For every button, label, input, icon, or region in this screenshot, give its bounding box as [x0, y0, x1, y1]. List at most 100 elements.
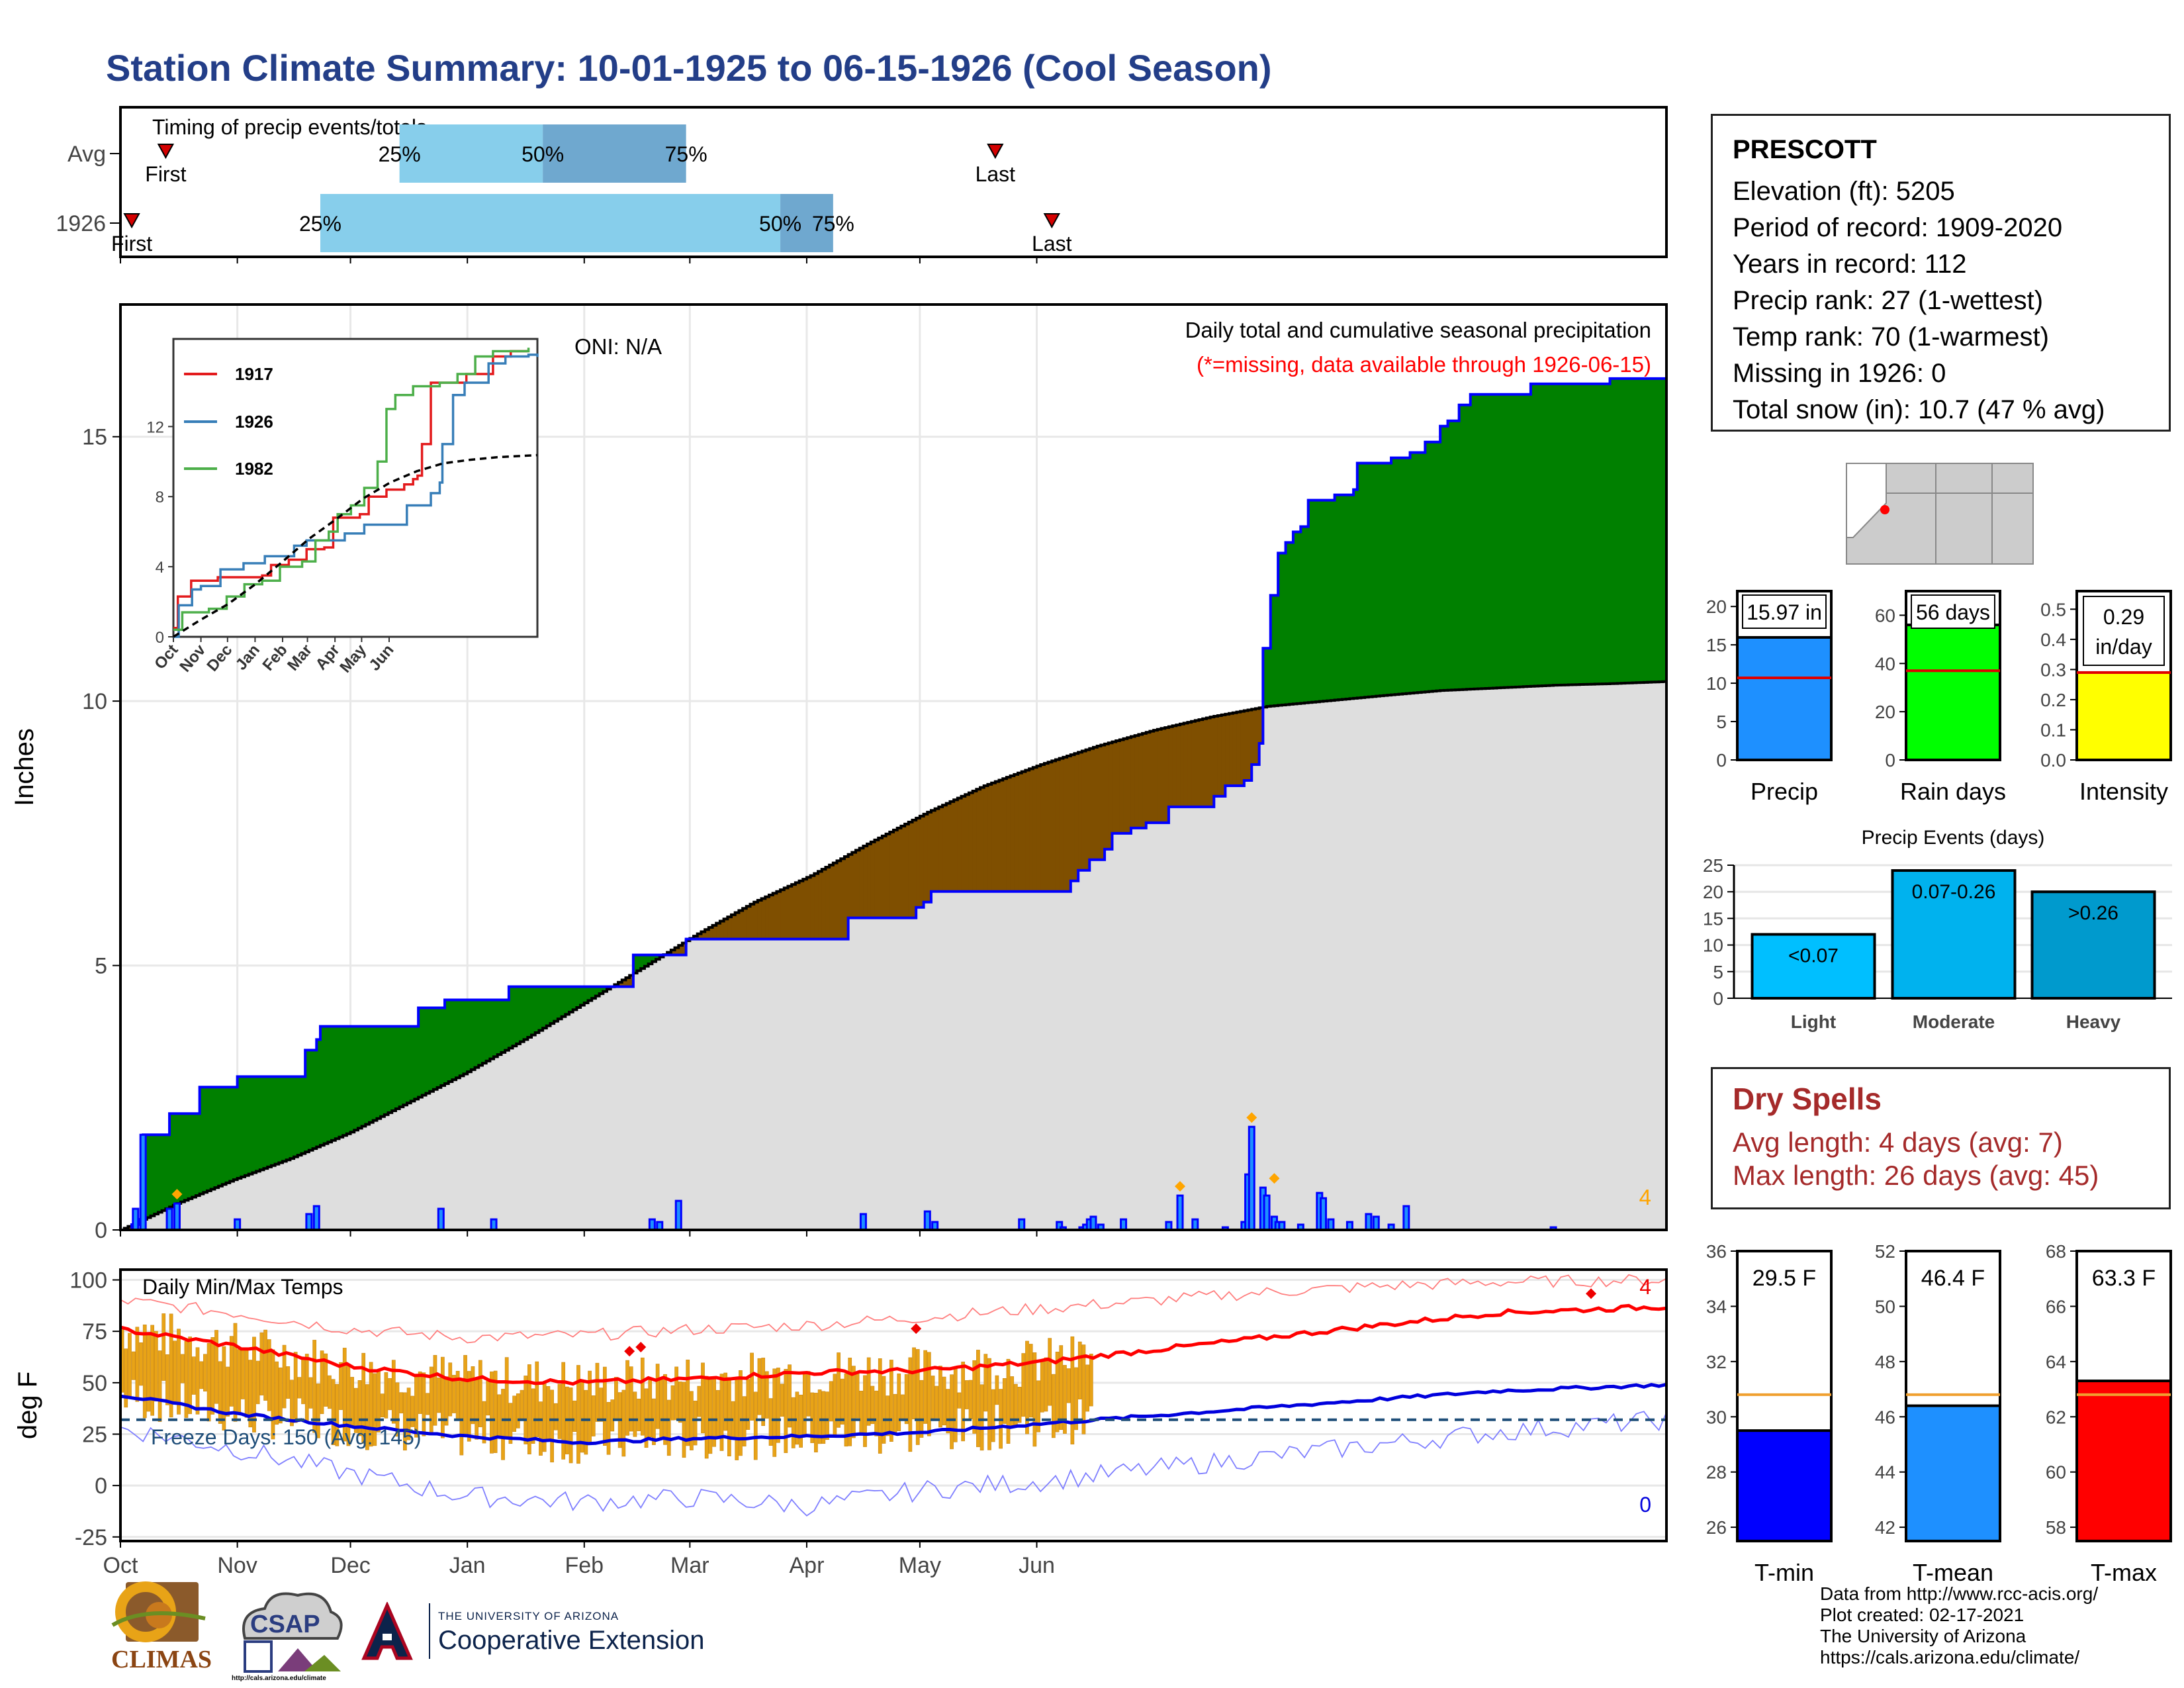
daily-temp-bar — [719, 1374, 724, 1451]
below-avg-fill — [735, 912, 739, 939]
below-avg-fill — [727, 917, 732, 939]
daily-temp-bar — [904, 1374, 909, 1425]
daily-temp-bar — [784, 1369, 788, 1453]
daily-temp-bar — [708, 1380, 713, 1454]
daily-temp-bar — [1074, 1367, 1078, 1430]
daily-temp-bar — [852, 1366, 856, 1438]
daily-temp-bar — [361, 1352, 366, 1444]
above-avg-fill — [512, 986, 517, 1047]
daily-temp-bar — [331, 1379, 336, 1445]
above-avg-fill — [557, 986, 563, 1019]
daily-precip-bar — [859, 1213, 867, 1231]
inset-frame — [172, 338, 539, 638]
temp-y-tick-label: 50 — [82, 1371, 107, 1396]
daily-temp-bar — [866, 1357, 871, 1426]
cum-y-tick-label: 0 — [95, 1218, 107, 1243]
daily-temp-bar — [161, 1313, 166, 1381]
daily-temp-bar — [180, 1354, 185, 1383]
daily-temp-bar — [252, 1336, 256, 1432]
above-avg-fill — [1591, 383, 1596, 684]
below-avg-fill — [1108, 743, 1113, 849]
daily-temp-bar — [1051, 1374, 1056, 1438]
daily-temp-bar — [482, 1401, 486, 1444]
summary-bar — [1905, 1404, 2001, 1543]
above-avg-fill — [1538, 383, 1543, 686]
daily-temp-bar — [780, 1383, 784, 1417]
above-avg-fill — [1632, 378, 1637, 683]
below-avg-fill — [844, 857, 849, 939]
temp-x-tick-label: Dec — [330, 1553, 370, 1578]
above-avg-fill — [350, 1026, 355, 1133]
above-avg-fill — [531, 986, 536, 1035]
daily-precip-bar — [1176, 1194, 1184, 1231]
daily-precip-bar — [1089, 1215, 1097, 1231]
daily-temp-bar — [686, 1359, 690, 1446]
ua-logo-big: Cooperative Extension — [438, 1626, 705, 1655]
ua-logo[interactable]: THE UNIVERSITY OF ARIZONA Cooperative Ex… — [357, 1601, 754, 1662]
below-avg-fill — [987, 784, 992, 892]
daily-temp-bar — [301, 1359, 305, 1405]
above-avg-fill — [520, 986, 525, 1042]
temp-x-tick-label: Jan — [449, 1553, 486, 1578]
daily-precip-bar — [923, 1210, 931, 1231]
timing-row-label: Avg — [68, 142, 106, 167]
below-avg-fill — [859, 848, 864, 918]
above-avg-fill — [1504, 394, 1509, 688]
daily-temp-bar — [625, 1360, 629, 1436]
daily-temp-bar — [1002, 1378, 1007, 1424]
daily-precip-bar — [165, 1207, 173, 1231]
daily-temp-bar — [527, 1364, 531, 1454]
below-avg-fill — [833, 863, 838, 939]
climas-logo[interactable]: CLIMAS — [106, 1579, 218, 1678]
above-avg-fill — [535, 986, 540, 1033]
below-avg-fill — [950, 801, 954, 892]
above-avg-fill — [165, 1135, 170, 1209]
above-avg-fill — [1640, 378, 1645, 683]
state-map — [1846, 463, 2034, 565]
above-avg-fill — [444, 1000, 449, 1084]
above-avg-fill — [550, 986, 555, 1024]
daily-temp-bar — [523, 1376, 528, 1444]
temp-y-tick-label: 25 — [82, 1422, 107, 1447]
below-avg-fill — [923, 814, 928, 902]
below-avg-fill — [919, 816, 925, 908]
above-avg-fill — [192, 1113, 197, 1197]
below-avg-fill — [1081, 751, 1087, 870]
above-avg-fill — [539, 986, 543, 1031]
record-max-line — [120, 1274, 1667, 1344]
above-avg-fill — [195, 1113, 201, 1196]
daily-temp-bar — [422, 1372, 426, 1436]
map-california — [1846, 463, 1887, 538]
daily-temp-bar — [659, 1378, 664, 1439]
summary-y-tick-label: 50 — [1875, 1296, 1895, 1317]
temp-title: Daily Min/Max Temps — [142, 1275, 343, 1299]
above-avg-fill — [218, 1087, 223, 1186]
below-avg-fill — [837, 861, 841, 939]
above-avg-fill — [543, 986, 547, 1029]
csap-logo[interactable]: CSAP http://cals.arizona.edu/climate — [232, 1585, 347, 1685]
above-avg-fill — [1451, 420, 1456, 690]
daily-temp-bar — [237, 1349, 242, 1415]
below-avg-fill — [761, 898, 766, 939]
above-avg-fill — [603, 986, 608, 992]
below-avg-fill — [1157, 729, 1162, 823]
above-avg-fill — [1455, 420, 1460, 690]
above-avg-fill — [294, 1076, 298, 1157]
below-avg-fill — [1055, 759, 1060, 892]
daily-temp-bar — [983, 1354, 988, 1412]
daily-temp-bar — [561, 1362, 566, 1460]
below-avg-fill — [1048, 762, 1052, 892]
page-title: Station Climate Summary: 10-01-1925 to 0… — [106, 47, 1272, 89]
summary-y-tick-label: 0.2 — [2040, 690, 2066, 710]
temp-x-tick-label: Oct — [103, 1553, 138, 1578]
below-avg-fill — [1146, 732, 1151, 823]
below-avg-fill — [128, 1226, 132, 1230]
cum-annotation-title: Daily total and cumulative seasonal prec… — [1185, 318, 1651, 342]
below-avg-fill — [1040, 765, 1045, 892]
timing-bar-25-50 — [399, 124, 543, 183]
above-avg-fill — [335, 1026, 340, 1139]
above-avg-fill — [392, 1026, 396, 1111]
above-avg-fill — [478, 1000, 483, 1066]
above-avg-fill — [1357, 463, 1362, 698]
